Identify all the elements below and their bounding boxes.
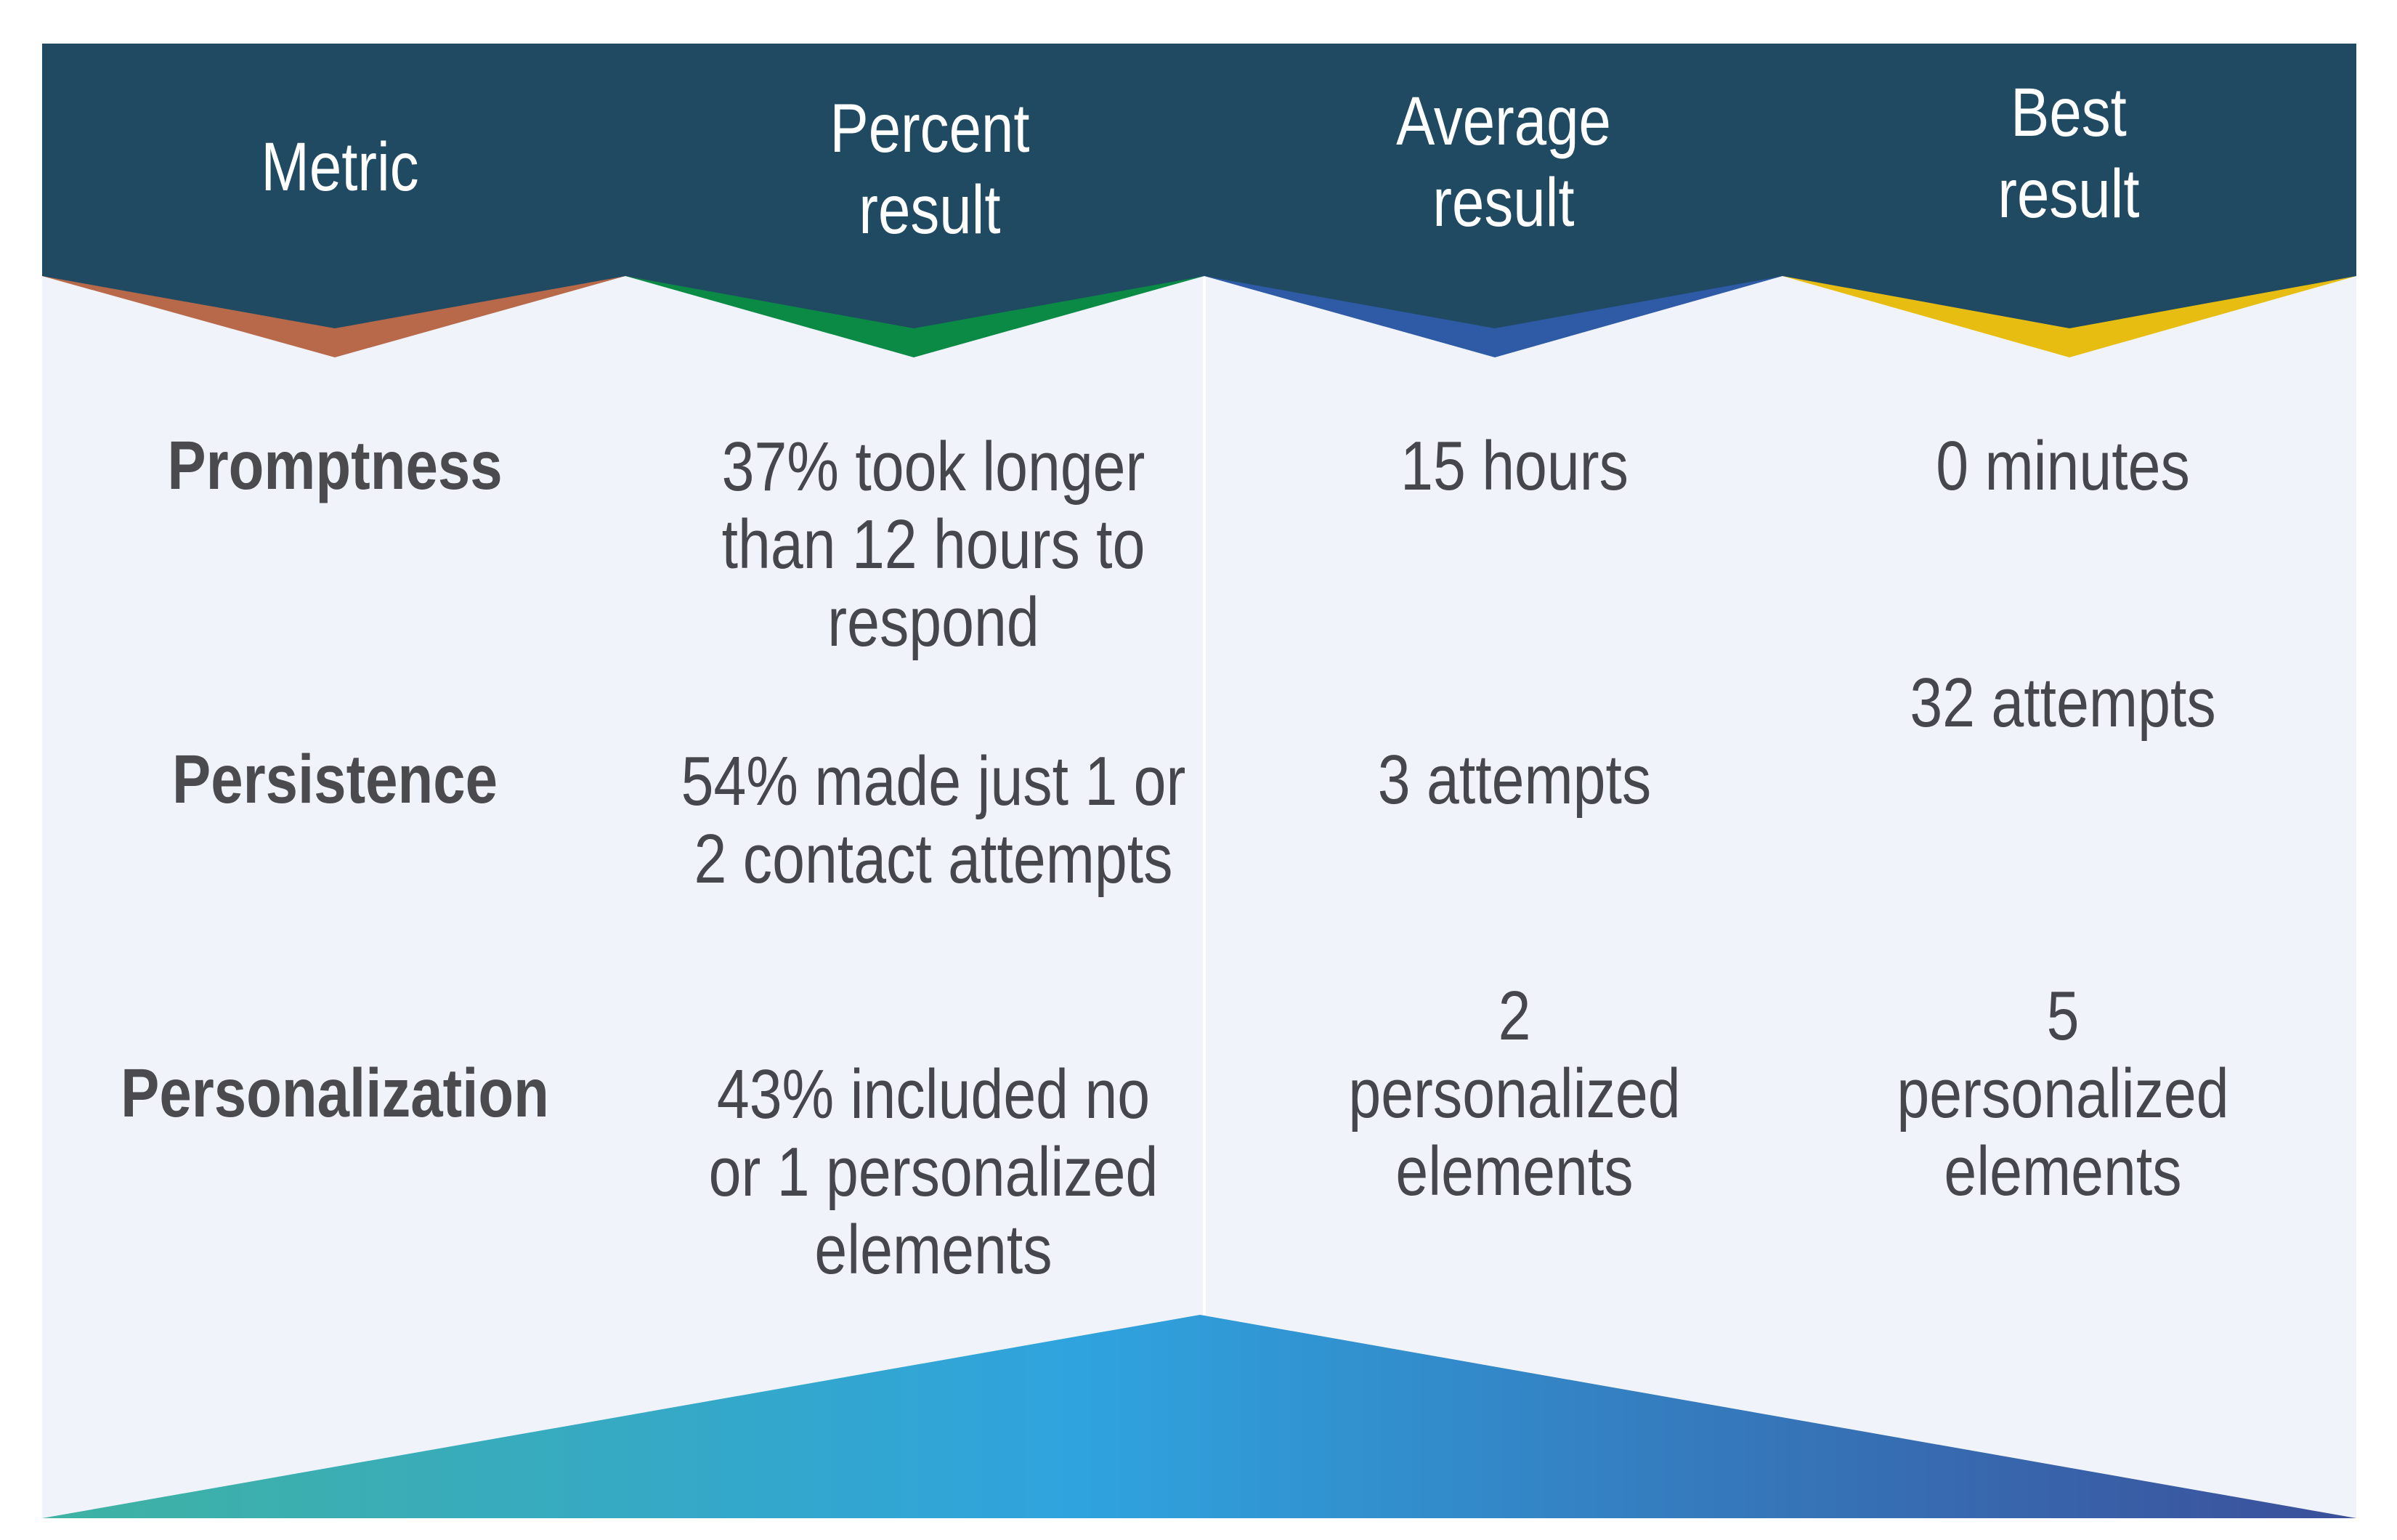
header-percent-result: Percent result [830, 90, 1030, 248]
best-persistence: 32 attempts [1910, 663, 2216, 742]
best-personalization: 5 personalized elements [1897, 976, 2229, 1210]
metric-persistence: Persistence [171, 741, 498, 818]
header-average-result: Average result [1396, 83, 1611, 241]
header-best-result: Best result [1998, 74, 2140, 232]
percent-personalization: 43% included no or 1 personalized elemen… [708, 1055, 1159, 1289]
average-persistence: 3 attempts [1377, 740, 1652, 819]
percent-persistence: 54% made just 1 or 2 contact attempts [681, 742, 1186, 898]
percent-promptness: 37% took longer than 12 hours to respond [721, 427, 1145, 661]
metric-promptness: Promptness [167, 427, 503, 504]
bottom-gradient-shape [42, 1315, 2356, 1518]
header-metric: Metric [261, 129, 419, 206]
average-personalization: 2 personalized elements [1348, 976, 1681, 1210]
average-promptness: 15 hours [1400, 426, 1629, 505]
metric-personalization: Personalization [121, 1055, 549, 1132]
best-promptness: 0 minutes [1936, 426, 2190, 505]
header-band [42, 44, 2356, 328]
